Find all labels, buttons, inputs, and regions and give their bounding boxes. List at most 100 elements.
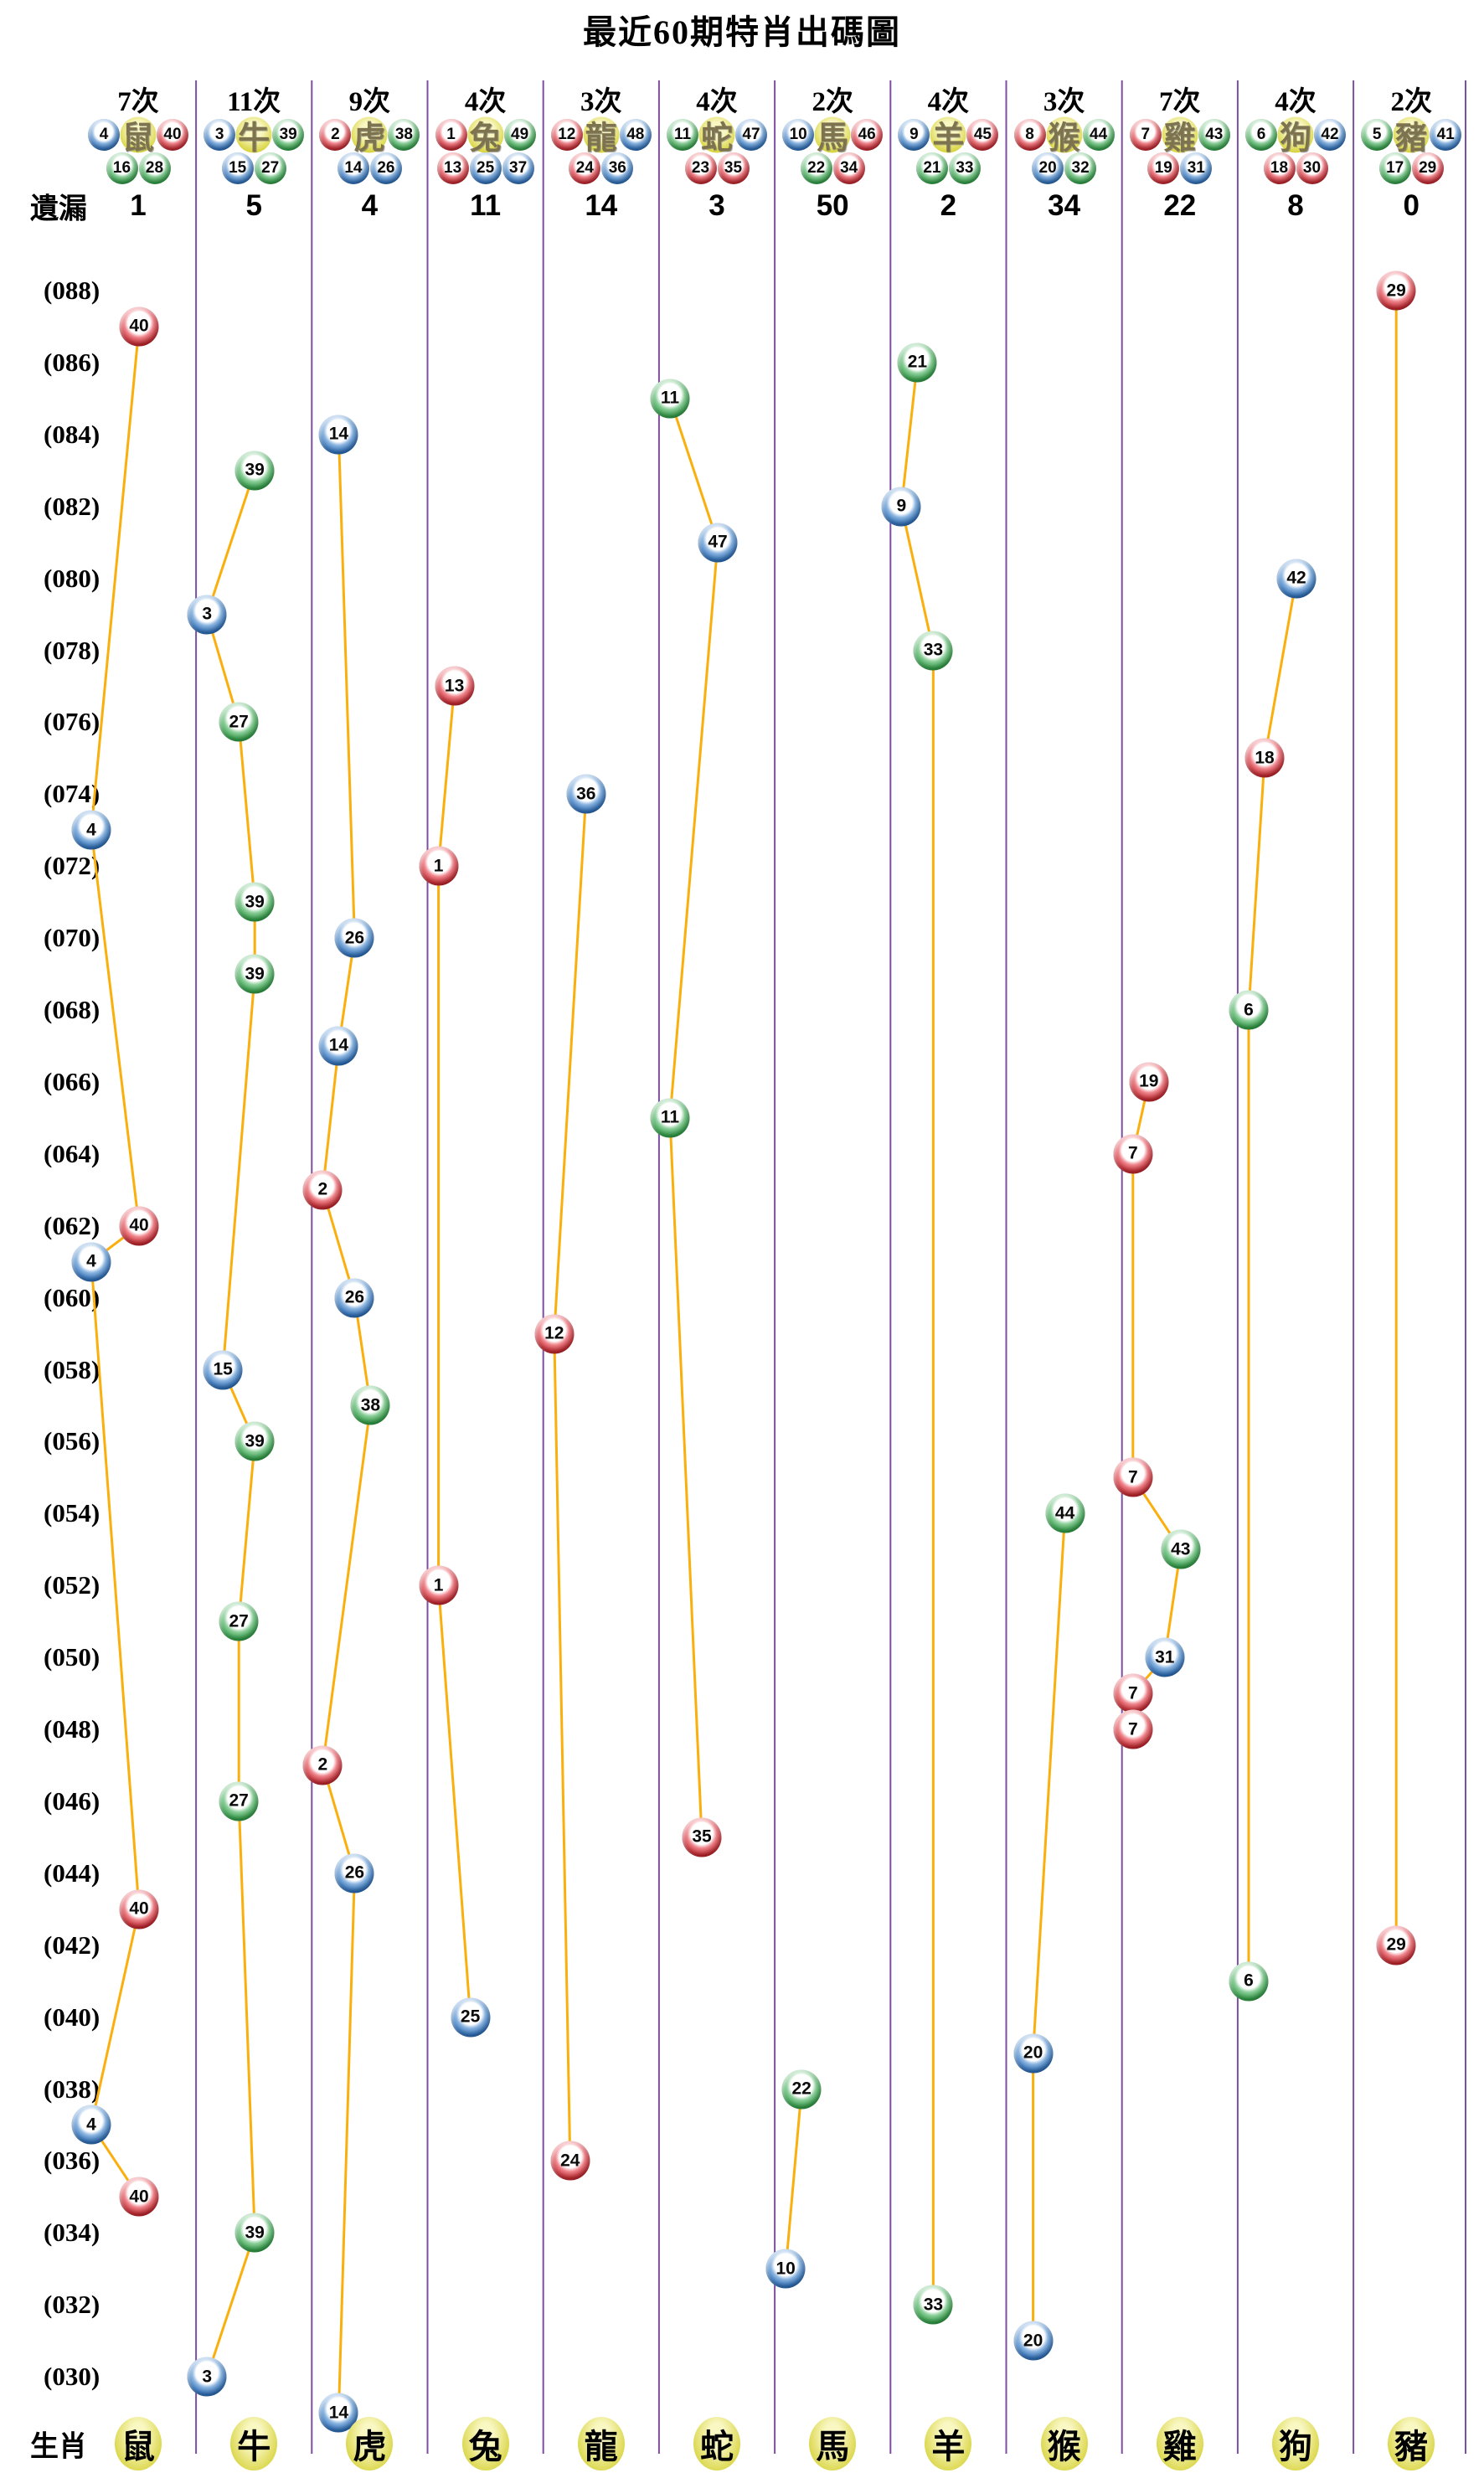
number-ball-7: 7 <box>1113 1709 1153 1749</box>
period-label: (036) <box>44 2146 100 2176</box>
trend-line-馬 <box>784 2089 803 2269</box>
period-label: (056) <box>44 1426 100 1456</box>
number-ball-1: 1 <box>419 846 459 886</box>
number-ball-36: 36 <box>601 152 634 184</box>
times-label-狗: 4次 <box>1275 87 1317 117</box>
number-ball-47: 47 <box>698 523 738 563</box>
number-ball-9: 9 <box>881 487 921 527</box>
number-ball-48: 48 <box>619 119 652 151</box>
times-label-鼠: 7次 <box>117 87 159 117</box>
zodiac-header-羊: 羊 <box>930 116 966 157</box>
period-label: (066) <box>44 1066 100 1096</box>
period-label: (074) <box>44 779 100 809</box>
number-ball-18: 18 <box>1244 738 1285 778</box>
trend-line-雞 <box>1131 1081 1183 1729</box>
number-ball-9: 9 <box>898 119 930 151</box>
number-ball-33: 33 <box>948 152 981 184</box>
number-ball-28: 28 <box>138 152 171 184</box>
miss-value-牛: 5 <box>245 189 262 222</box>
number-ball-31: 31 <box>1145 1637 1185 1677</box>
number-ball-16: 16 <box>106 152 138 184</box>
period-label: (076) <box>44 707 100 737</box>
zodiac-badge-蛇: 蛇 <box>693 2417 740 2470</box>
period-label: (030) <box>44 2362 100 2392</box>
number-ball-12: 12 <box>534 1314 575 1354</box>
number-ball-31: 31 <box>1180 152 1213 184</box>
zodiac-badge-狗: 狗 <box>1272 2417 1319 2470</box>
period-label: (068) <box>44 995 100 1024</box>
period-label: (070) <box>44 923 100 953</box>
times-label-虎: 9次 <box>348 87 391 117</box>
number-ball-4: 4 <box>71 810 111 850</box>
period-label: (050) <box>44 1642 100 1672</box>
number-ball-29: 29 <box>1411 152 1444 184</box>
number-ball-17: 17 <box>1378 152 1411 184</box>
times-label-兔: 4次 <box>464 87 507 117</box>
number-ball-40: 40 <box>119 1889 159 1929</box>
number-ball-39: 39 <box>234 451 275 491</box>
number-ball-7: 7 <box>1113 1457 1153 1497</box>
period-label: (046) <box>44 1785 100 1816</box>
number-ball-4: 4 <box>71 1242 111 1282</box>
number-ball-40: 40 <box>119 307 159 347</box>
miss-row-label: 遺漏 <box>30 193 87 225</box>
miss-value-蛇: 3 <box>709 189 725 222</box>
zodiac-row-label: 生肖 <box>30 2431 87 2463</box>
number-ball-36: 36 <box>566 774 606 814</box>
number-ball-14: 14 <box>337 152 369 184</box>
number-ball-2: 2 <box>302 1170 343 1210</box>
number-ball-26: 26 <box>334 1278 374 1318</box>
period-label: (042) <box>44 1929 100 1960</box>
period-label: (032) <box>44 2290 100 2320</box>
number-ball-4: 4 <box>71 2105 111 2145</box>
number-ball-14: 14 <box>318 1026 358 1066</box>
number-ball-20: 20 <box>1032 152 1064 184</box>
times-label-馬: 2次 <box>812 87 853 117</box>
miss-value-兔: 11 <box>470 189 502 222</box>
zodiac-badge-豬: 豬 <box>1388 2417 1435 2470</box>
number-ball-41: 41 <box>1430 119 1462 151</box>
number-ball-39: 39 <box>234 1421 275 1461</box>
number-ball-5: 5 <box>1361 119 1394 151</box>
number-ball-27: 27 <box>254 152 286 184</box>
number-ball-39: 39 <box>234 954 275 994</box>
number-ball-2: 2 <box>319 119 352 151</box>
number-ball-26: 26 <box>334 918 374 958</box>
number-ball-44: 44 <box>1082 119 1115 151</box>
number-ball-19: 19 <box>1147 152 1180 184</box>
zodiac-badge-牛: 牛 <box>230 2417 278 2470</box>
number-ball-39: 39 <box>272 119 305 151</box>
number-ball-45: 45 <box>966 119 999 151</box>
zodiac-badge-龍: 龍 <box>577 2417 625 2470</box>
number-ball-47: 47 <box>735 119 767 151</box>
number-ball-3: 3 <box>187 2357 227 2397</box>
number-ball-40: 40 <box>157 119 188 151</box>
number-ball-35: 35 <box>717 152 750 184</box>
number-ball-49: 49 <box>503 119 536 151</box>
number-ball-32: 32 <box>1064 152 1097 184</box>
zodiac-header-狗: 狗 <box>1277 116 1314 157</box>
zodiac-header-兔: 兔 <box>467 116 504 157</box>
number-ball-39: 39 <box>234 882 275 922</box>
zodiac-badge-馬: 馬 <box>809 2417 857 2470</box>
number-ball-13: 13 <box>436 152 469 184</box>
zodiac-header-豬: 豬 <box>1393 116 1430 157</box>
times-label-羊: 4次 <box>927 87 970 117</box>
number-ball-10: 10 <box>782 119 815 151</box>
times-label-猴: 3次 <box>1043 87 1085 117</box>
period-label: (044) <box>44 1857 100 1888</box>
times-label-牛: 11次 <box>227 87 281 117</box>
miss-value-豬: 0 <box>1403 189 1420 222</box>
number-ball-22: 22 <box>800 152 832 184</box>
period-label: (086) <box>44 347 100 377</box>
number-ball-21: 21 <box>915 152 948 184</box>
number-ball-27: 27 <box>219 1781 259 1821</box>
zodiac-header-鼠: 鼠 <box>120 116 157 157</box>
miss-value-龍: 14 <box>585 189 618 222</box>
number-ball-38: 38 <box>388 119 420 151</box>
trend-line-狗 <box>1247 578 1298 1981</box>
zodiac-header-虎: 虎 <box>351 116 388 157</box>
number-ball-24: 24 <box>550 2141 590 2181</box>
number-ball-29: 29 <box>1376 270 1416 311</box>
number-ball-24: 24 <box>569 152 601 184</box>
